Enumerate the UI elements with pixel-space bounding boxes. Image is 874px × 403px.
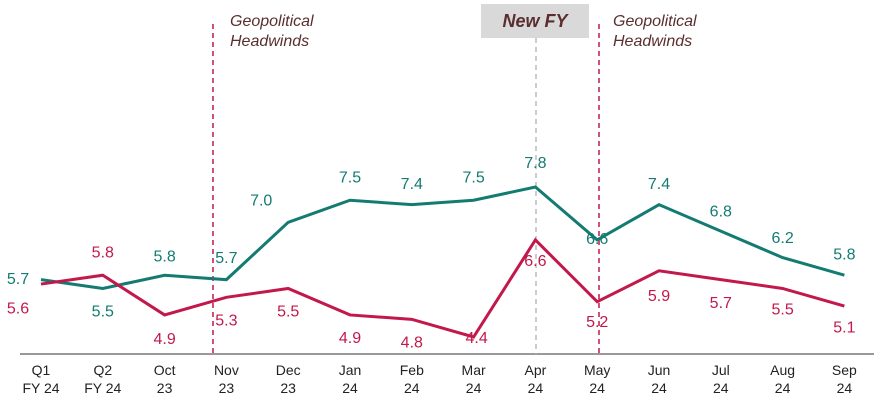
- x-tick-label: Q1 FY 24: [22, 362, 60, 396]
- x-tick-label: Jul 24: [711, 362, 730, 396]
- value-label: 5.5: [277, 304, 299, 321]
- value-label: 5.6: [7, 300, 29, 317]
- x-tick-label: Aug 24: [770, 362, 796, 396]
- series-line: [40, 185, 845, 290]
- value-label: 5.3: [215, 313, 237, 330]
- x-tick-label: Sep 24: [831, 362, 857, 396]
- annotation: Geopolitical Headwinds: [613, 13, 697, 50]
- x-tick-label: Q2 FY 24: [84, 362, 122, 396]
- value-label: 5.8: [153, 248, 175, 265]
- value-label: 6.6: [586, 231, 608, 248]
- value-label: 5.5: [92, 304, 114, 321]
- annotation: New FY: [481, 4, 589, 38]
- value-label: 7.5: [462, 169, 484, 186]
- annotation: Geopolitical Headwinds: [230, 13, 314, 50]
- value-label: 5.7: [215, 250, 237, 267]
- x-tick-label: Feb 24: [399, 362, 424, 396]
- x-tick-label: Apr 24: [524, 362, 547, 396]
- value-label: 6.8: [710, 203, 732, 220]
- value-label: 5.8: [92, 244, 114, 261]
- value-label: 5.7: [710, 295, 732, 312]
- value-label: 7.8: [524, 155, 546, 172]
- x-tick-label: Jun 24: [647, 362, 671, 396]
- value-label: 5.1: [833, 319, 855, 336]
- x-tick-label: Mar 24: [461, 362, 486, 396]
- value-label: 5.5: [771, 302, 793, 319]
- x-tick-label: Oct 23: [153, 362, 176, 396]
- value-label: 4.9: [339, 330, 361, 347]
- x-tick-label: May 24: [583, 362, 611, 396]
- value-label: 7.4: [648, 176, 670, 193]
- value-label: 4.4: [465, 330, 487, 347]
- series-line: [40, 237, 845, 339]
- value-label: 7.4: [401, 176, 423, 193]
- value-label: 7.0: [250, 193, 272, 210]
- value-label: 6.2: [771, 230, 793, 247]
- value-label: 5.9: [648, 288, 670, 305]
- value-label: 7.5: [339, 169, 361, 186]
- x-tick-label: Jan 24: [338, 362, 362, 396]
- value-label: 4.8: [401, 335, 423, 352]
- x-tick-label: Dec 23: [275, 362, 301, 396]
- value-label: 5.7: [7, 271, 29, 288]
- x-tick-label: Nov 23: [213, 362, 239, 396]
- value-label: 5.2: [586, 314, 608, 331]
- value-label: 5.8: [833, 246, 855, 263]
- value-label: 6.6: [524, 253, 546, 270]
- value-label: 4.9: [153, 331, 175, 348]
